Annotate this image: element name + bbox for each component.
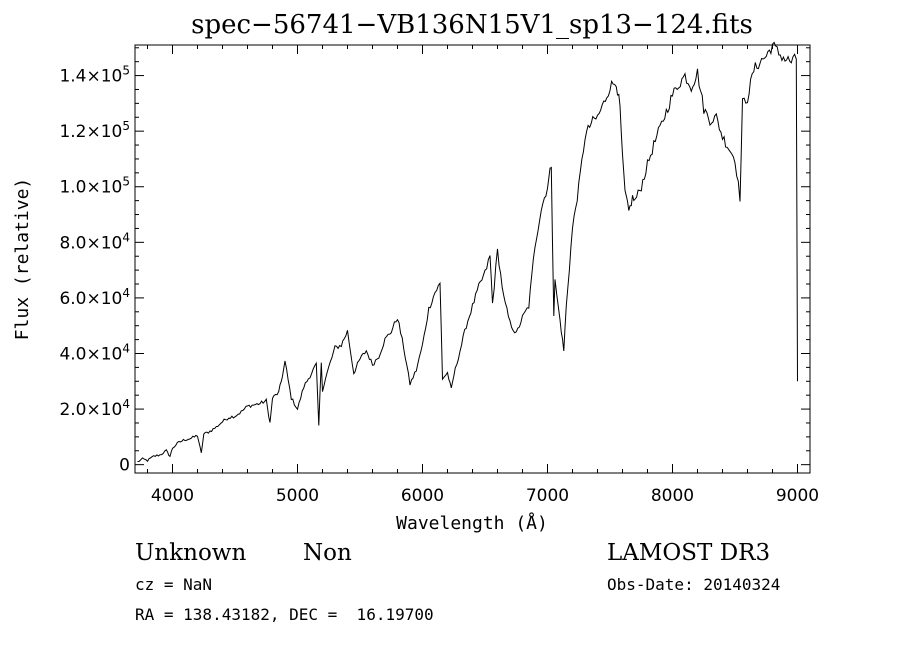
x-tick-label: 5000 — [276, 486, 319, 506]
y-tick-exponent: 4 — [122, 230, 130, 244]
y-tick-label: 1.2×105 — [59, 119, 130, 142]
y-tick-label: 0 — [119, 456, 130, 476]
y-tick-mantissa: 2.0×10 — [59, 400, 122, 420]
object-class: Unknown — [135, 540, 246, 566]
y-tick-mantissa: 4.0×10 — [59, 344, 122, 364]
y-tick-mantissa: 1.2×10 — [59, 122, 122, 142]
y-tick-exponent: 5 — [122, 119, 130, 133]
y-tick-mantissa: 8.0×10 — [59, 233, 122, 253]
x-axis-label: Wavelength (Å) — [396, 512, 548, 534]
y-tick-label: 8.0×104 — [59, 230, 130, 253]
redshift-cz: cz = NaN — [135, 575, 212, 594]
x-tick-label: 7000 — [526, 486, 569, 506]
x-tick-label: 9000 — [776, 486, 819, 506]
chart-title: spec−56741−VB136N15V1_sp13−124.fits — [191, 10, 753, 40]
y-tick-mantissa: 1.4×10 — [59, 67, 122, 87]
y-tick-label: 6.0×104 — [59, 286, 130, 309]
spectrum-line — [137, 41, 798, 463]
x-tick-label: 8000 — [651, 486, 694, 506]
x-axis-ticks: 4000 5000 6000 7000 8000 9000 — [147, 45, 819, 506]
y-tick-exponent: 5 — [122, 64, 130, 78]
x-tick-label: 6000 — [401, 486, 444, 506]
y-tick-label: 1.0×105 — [59, 175, 130, 198]
y-tick-exponent: 4 — [122, 341, 130, 355]
y-tick-exponent: 4 — [122, 286, 130, 300]
x-tick-label: 4000 — [151, 486, 194, 506]
y-tick-exponent: 4 — [122, 397, 130, 411]
plot-frame — [134, 44, 811, 474]
object-subclass: Non — [303, 540, 352, 566]
y-tick-exponent: 5 — [122, 175, 130, 189]
y-axis-label: Flux (relative) — [12, 178, 33, 341]
y-axis-ticks: 02.0×1044.0×1046.0×1048.0×1041.0×1051.2×… — [59, 47, 810, 476]
survey-name: LAMOST DR3 — [607, 540, 770, 566]
y-tick-label: 4.0×104 — [59, 341, 130, 364]
y-tick-mantissa: 1.0×10 — [59, 178, 122, 198]
ra-dec: RA = 138.43182, DEC = 16.19700 — [135, 605, 434, 624]
y-tick-mantissa: 6.0×10 — [59, 289, 122, 309]
y-tick-label: 2.0×104 — [59, 397, 130, 420]
y-tick-label: 1.4×105 — [59, 64, 130, 87]
y-tick-mantissa: 0 — [119, 456, 130, 476]
obs-date: Obs-Date: 20140324 — [607, 575, 780, 594]
